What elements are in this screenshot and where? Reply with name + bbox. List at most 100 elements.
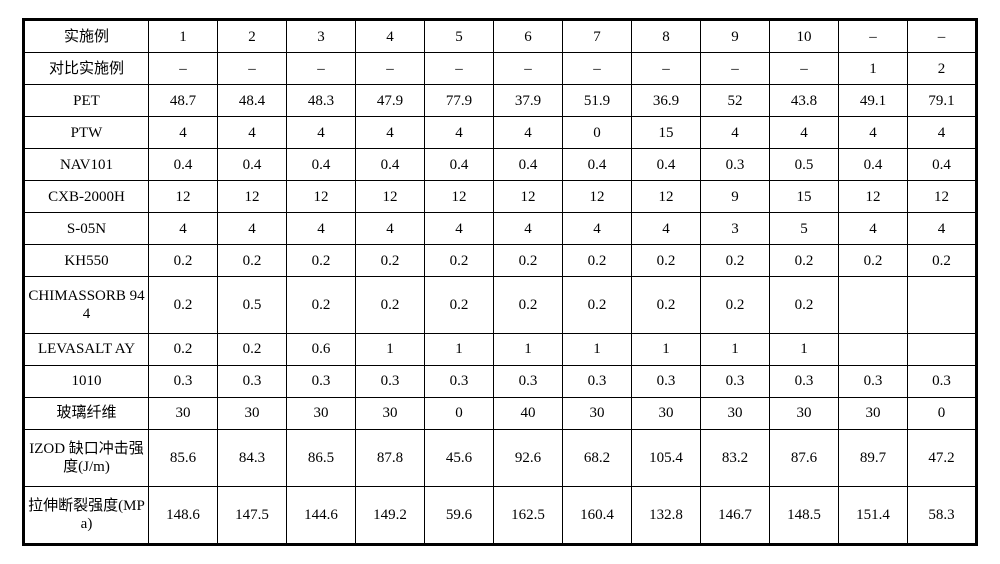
cell: 0.2 — [908, 245, 977, 277]
table-row: 拉伸断裂强度(MPa)148.6147.5144.6149.259.6162.5… — [24, 487, 977, 545]
cell: 0.2 — [356, 277, 425, 334]
cell: 0.2 — [839, 245, 908, 277]
row-label: S-05N — [24, 213, 149, 245]
cell: – — [770, 53, 839, 85]
cell: 12 — [425, 181, 494, 213]
cell — [908, 333, 977, 365]
cell: – — [218, 53, 287, 85]
cell: 51.9 — [563, 85, 632, 117]
table-row: 对比实施例––––––––––12 — [24, 53, 977, 85]
cell: 15 — [632, 117, 701, 149]
cell: 4 — [425, 213, 494, 245]
cell: 37.9 — [494, 85, 563, 117]
cell: 49.1 — [839, 85, 908, 117]
cell: 0.3 — [701, 365, 770, 397]
cell: – — [425, 53, 494, 85]
cell: 12 — [494, 181, 563, 213]
cell: 4 — [632, 213, 701, 245]
table-row: KH5500.20.20.20.20.20.20.20.20.20.20.20.… — [24, 245, 977, 277]
cell: 4 — [494, 117, 563, 149]
row-label: NAV101 — [24, 149, 149, 181]
cell: 0.2 — [149, 245, 218, 277]
cell: 0.4 — [287, 149, 356, 181]
composition-table: 实施例12345678910––对比实施例––––––––––12PET48.7… — [22, 18, 978, 546]
cell: 58.3 — [908, 487, 977, 545]
cell: 30 — [356, 397, 425, 429]
cell: – — [701, 53, 770, 85]
row-label: 拉伸断裂强度(MPa) — [24, 487, 149, 545]
row-label: 对比实施例 — [24, 53, 149, 85]
cell: 30 — [701, 397, 770, 429]
cell: 30 — [632, 397, 701, 429]
cell: 12 — [839, 181, 908, 213]
cell: 1 — [425, 333, 494, 365]
cell: 48.3 — [287, 85, 356, 117]
cell: 4 — [356, 213, 425, 245]
row-label: PTW — [24, 117, 149, 149]
cell: 0.4 — [218, 149, 287, 181]
cell: 0.4 — [356, 149, 425, 181]
cell: 4 — [356, 117, 425, 149]
cell: 1 — [494, 333, 563, 365]
cell: 0.3 — [770, 365, 839, 397]
cell: 1 — [563, 333, 632, 365]
cell: 4 — [149, 213, 218, 245]
cell: 0.2 — [494, 245, 563, 277]
cell: 0.2 — [287, 277, 356, 334]
cell: 15 — [770, 181, 839, 213]
cell: 0.2 — [494, 277, 563, 334]
cell: 0.3 — [356, 365, 425, 397]
cell: 0.2 — [287, 245, 356, 277]
cell: 0.2 — [149, 277, 218, 334]
cell: – — [632, 53, 701, 85]
cell: 52 — [701, 85, 770, 117]
cell: 162.5 — [494, 487, 563, 545]
cell: 85.6 — [149, 430, 218, 487]
cell: 12 — [908, 181, 977, 213]
cell: 40 — [494, 397, 563, 429]
cell: 12 — [149, 181, 218, 213]
cell: 7 — [563, 20, 632, 53]
cell: 12 — [287, 181, 356, 213]
row-label: 1010 — [24, 365, 149, 397]
cell: 30 — [563, 397, 632, 429]
cell: 4 — [908, 117, 977, 149]
table-row: 实施例12345678910–– — [24, 20, 977, 53]
row-label: LEVASALT AY — [24, 333, 149, 365]
cell: 0.2 — [770, 245, 839, 277]
cell: 0.3 — [632, 365, 701, 397]
cell: – — [563, 53, 632, 85]
table-row: 玻璃纤维3030303004030303030300 — [24, 397, 977, 429]
cell — [839, 333, 908, 365]
cell: 5 — [770, 213, 839, 245]
cell: 1 — [701, 333, 770, 365]
cell: 0.2 — [632, 245, 701, 277]
cell: 151.4 — [839, 487, 908, 545]
table-row: IZOD 缺口冲击强度(J/m)85.684.386.587.845.692.6… — [24, 430, 977, 487]
cell: 3 — [701, 213, 770, 245]
cell: 43.8 — [770, 85, 839, 117]
table-row: LEVASALT AY0.20.20.61111111 — [24, 333, 977, 365]
cell: 0.4 — [494, 149, 563, 181]
cell: 2 — [908, 53, 977, 85]
cell: 160.4 — [563, 487, 632, 545]
cell: – — [149, 53, 218, 85]
cell: 92.6 — [494, 430, 563, 487]
row-label: CHIMASSORB 944 — [24, 277, 149, 334]
cell: 105.4 — [632, 430, 701, 487]
cell: 0 — [563, 117, 632, 149]
cell: 0.2 — [356, 245, 425, 277]
table-row: CXB-2000H12121212121212129151212 — [24, 181, 977, 213]
cell: – — [494, 53, 563, 85]
cell: 4 — [908, 213, 977, 245]
cell: 0.4 — [563, 149, 632, 181]
cell: 4 — [770, 117, 839, 149]
cell: 0.2 — [218, 245, 287, 277]
cell: 0.4 — [632, 149, 701, 181]
cell: 4 — [218, 213, 287, 245]
table-row: 10100.30.30.30.30.30.30.30.30.30.30.30.3 — [24, 365, 977, 397]
cell: 6 — [494, 20, 563, 53]
cell: 132.8 — [632, 487, 701, 545]
cell: 0.2 — [701, 277, 770, 334]
cell: 4 — [701, 117, 770, 149]
